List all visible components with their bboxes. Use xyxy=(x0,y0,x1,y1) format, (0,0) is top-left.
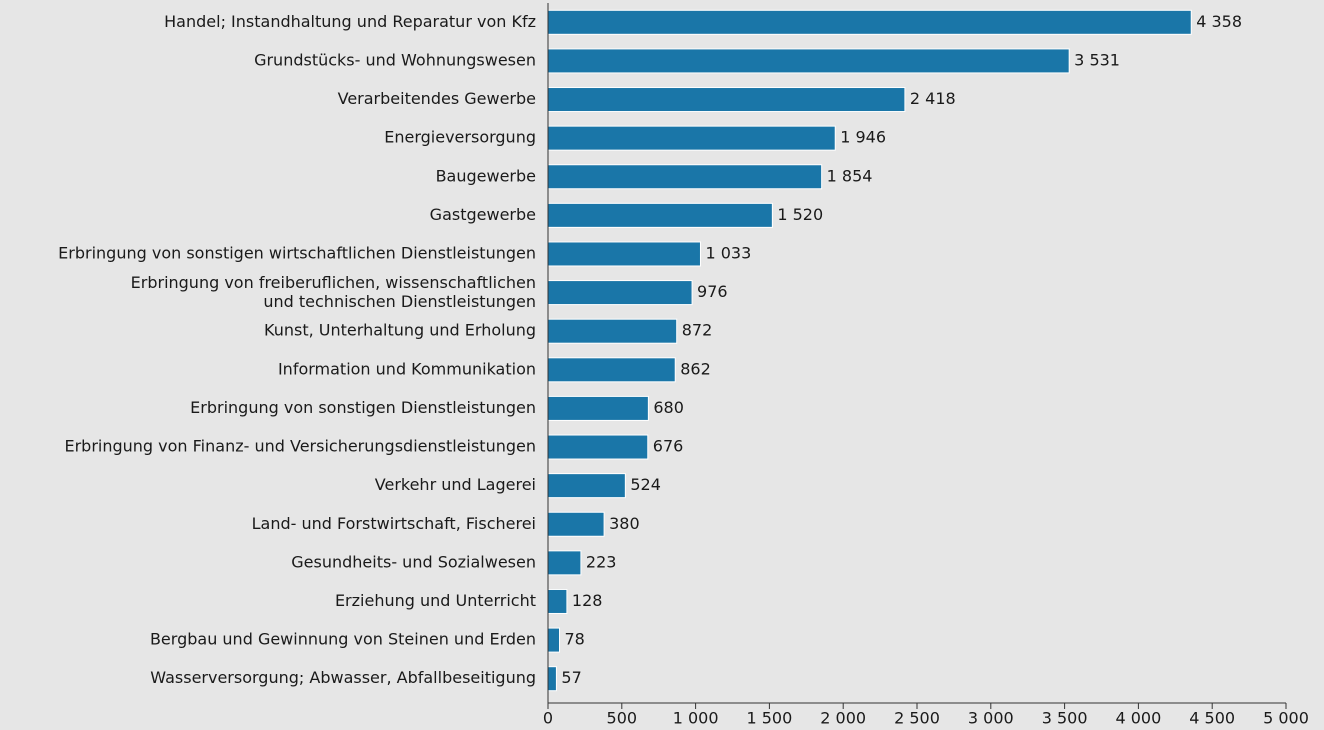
value-label: 57 xyxy=(561,668,581,687)
value-label: 680 xyxy=(653,398,684,417)
x-tick-label: 3 000 xyxy=(968,709,1014,728)
category-label: Erbringung von Finanz- und Versicherungs… xyxy=(64,437,536,456)
category-label: Land- und Forstwirtschaft, Fischerei xyxy=(252,514,536,533)
category-label: Energieversorgung xyxy=(384,128,536,147)
category-label: Erbringung von sonstigen wirtschaftliche… xyxy=(58,243,536,262)
category-label: Baugewerbe xyxy=(436,166,536,185)
value-label: 223 xyxy=(586,552,617,571)
category-label: Erbringung von sonstigen Dienstleistunge… xyxy=(190,398,536,417)
value-label: 676 xyxy=(653,437,684,456)
bar xyxy=(547,588,568,614)
category-label: Grundstücks- und Wohnungswesen xyxy=(254,50,536,69)
category-label: Gesundheits- und Sozialwesen xyxy=(291,552,536,571)
bar xyxy=(547,473,626,499)
value-label: 3 531 xyxy=(1074,50,1120,69)
value-label: 128 xyxy=(572,591,603,610)
category-label: Kunst, Unterhaltung und Erholung xyxy=(264,321,536,340)
category-label: Gastgewerbe xyxy=(430,205,536,224)
bar xyxy=(547,357,676,383)
category-label: Verarbeitendes Gewerbe xyxy=(338,89,536,108)
x-tick-label: 500 xyxy=(607,709,638,728)
value-label: 1 854 xyxy=(827,166,873,185)
x-tick-label: 3 500 xyxy=(1042,709,1088,728)
category-label: Erbringung von freiberuflichen, wissensc… xyxy=(131,273,536,311)
bar xyxy=(547,125,836,151)
value-label: 380 xyxy=(609,514,640,533)
value-label: 524 xyxy=(630,475,661,494)
bar xyxy=(547,202,773,228)
x-tick-label: 5 000 xyxy=(1263,709,1309,728)
category-label: Handel; Instandhaltung und Reparatur von… xyxy=(164,12,536,31)
value-label: 1 520 xyxy=(777,205,823,224)
value-label: 1 033 xyxy=(705,243,751,262)
value-label: 2 418 xyxy=(910,89,956,108)
x-tick-label: 2 500 xyxy=(894,709,940,728)
bar xyxy=(547,511,605,537)
value-label: 872 xyxy=(682,321,713,340)
bar xyxy=(547,318,678,344)
bar xyxy=(547,434,649,460)
bar xyxy=(547,627,561,653)
x-tick-label: 2 000 xyxy=(820,709,866,728)
value-label: 4 358 xyxy=(1196,12,1242,31)
bar xyxy=(547,87,906,113)
bar xyxy=(547,666,557,692)
bar xyxy=(547,48,1070,74)
value-label: 78 xyxy=(565,630,585,649)
category-label: Wasserversorgung; Abwasser, Abfallbeseit… xyxy=(150,668,536,687)
category-label: Verkehr und Lagerei xyxy=(375,475,536,494)
value-label: 976 xyxy=(697,282,728,301)
category-label: Bergbau und Gewinnung von Steinen und Er… xyxy=(150,630,536,649)
bar xyxy=(547,164,823,190)
bar xyxy=(547,395,649,421)
value-label: 1 946 xyxy=(840,128,886,147)
bar xyxy=(547,280,693,306)
x-tick-label: 0 xyxy=(543,709,553,728)
x-tick-label: 1 500 xyxy=(746,709,792,728)
x-tick-label: 1 000 xyxy=(673,709,719,728)
value-label: 862 xyxy=(680,359,711,378)
x-tick-label: 4 000 xyxy=(1115,709,1161,728)
bar xyxy=(547,241,701,267)
bar xyxy=(547,550,582,576)
category-label: Information und Kommunikation xyxy=(278,359,536,378)
bar xyxy=(547,9,1192,35)
category-label: Erziehung und Unterricht xyxy=(335,591,536,610)
x-tick-label: 4 500 xyxy=(1189,709,1235,728)
